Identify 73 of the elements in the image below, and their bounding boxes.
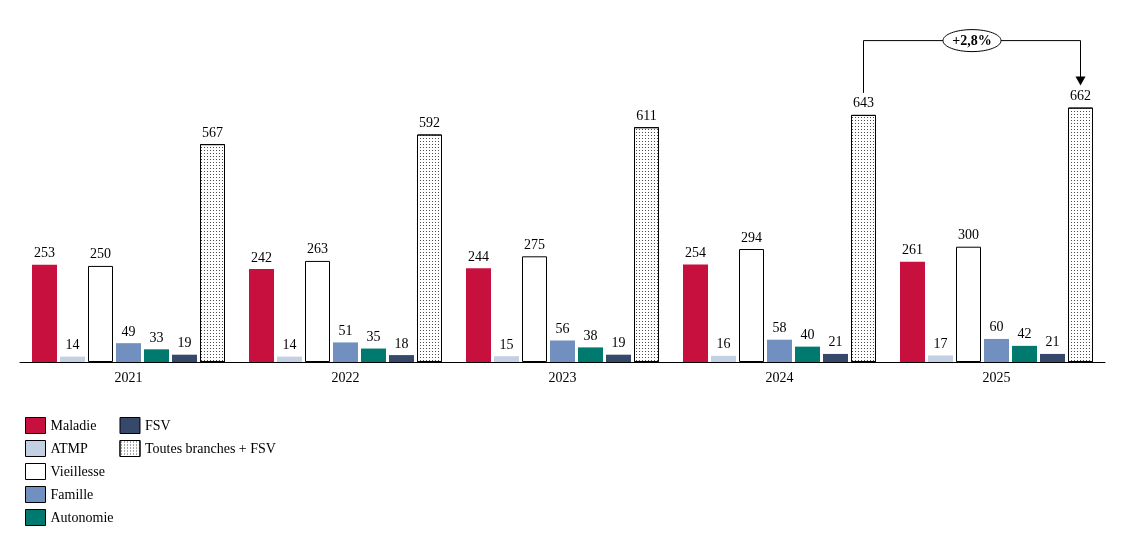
bar: [606, 354, 631, 362]
bar: [1012, 345, 1037, 362]
bar: [277, 356, 302, 362]
data-label: 35: [366, 329, 381, 345]
x-tick-label: 2021: [114, 369, 143, 385]
data-label: 58: [772, 320, 787, 336]
bar: [823, 353, 848, 362]
data-label: 592: [419, 115, 440, 130]
bar: [333, 342, 358, 362]
x-tick-label: 2024: [765, 369, 794, 385]
legend-label: Autonomie: [50, 510, 114, 525]
legend-label: Famille: [50, 487, 94, 502]
bar: [578, 347, 603, 362]
bar: [60, 356, 85, 362]
data-label: 263: [307, 241, 328, 257]
data-label: 643: [853, 95, 874, 111]
data-label: 21: [1045, 334, 1060, 350]
bar: [928, 355, 953, 362]
data-label: 242: [251, 249, 272, 265]
data-label: 56: [555, 320, 570, 336]
data-label: 19: [177, 335, 192, 351]
bar: [466, 268, 491, 362]
data-label: 40: [800, 327, 815, 343]
data-label: 18: [394, 335, 409, 351]
text: +2,8%: [952, 33, 992, 49]
data-label: 244: [468, 248, 489, 264]
bar: [172, 354, 197, 362]
bar: [1040, 353, 1065, 362]
bar: [249, 269, 274, 362]
data-label: 14: [282, 337, 297, 353]
data-label: 15: [499, 336, 514, 352]
legend-label: Toutes branches + FSV: [144, 441, 276, 456]
legend-label: FSV: [144, 418, 171, 433]
bar: [711, 355, 736, 362]
bar: [767, 339, 792, 362]
data-label: 16: [716, 336, 731, 352]
legend-label: ATMP: [50, 441, 89, 456]
data-label: 254: [685, 244, 706, 260]
data-label: 275: [524, 236, 545, 252]
bar: [683, 264, 708, 362]
data-label: 51: [338, 322, 353, 338]
data-label: 662: [1070, 88, 1091, 104]
data-label: 567: [202, 124, 223, 140]
bar: [389, 355, 414, 362]
bar: [984, 338, 1009, 362]
bar: [116, 343, 141, 362]
data-label: 261: [902, 242, 923, 258]
data-label: 294: [741, 229, 762, 245]
data-label: 300: [958, 227, 979, 243]
data-label: 33: [149, 329, 164, 345]
data-label: 19: [611, 335, 626, 351]
data-label: 14: [65, 337, 80, 353]
bar: [550, 340, 575, 362]
legend-label: Vieillesse: [50, 464, 105, 479]
bar: [795, 346, 820, 362]
data-label: 21: [828, 334, 843, 350]
bar: [900, 261, 925, 362]
x-tick-label: 2023: [548, 369, 577, 385]
bar: [144, 349, 169, 362]
bar: [32, 264, 57, 362]
data-label: 38: [583, 327, 598, 343]
x-tick-label: 2025: [982, 369, 1011, 385]
data-label: 60: [989, 319, 1004, 335]
x-tick-label: 2022: [331, 369, 360, 385]
legend-label: Maladie: [50, 418, 97, 433]
bar: [361, 348, 386, 362]
data-label: 49: [121, 323, 136, 339]
data-label: 253: [34, 245, 55, 261]
data-label: 250: [90, 246, 111, 262]
bar: [494, 356, 519, 362]
data-label: 17: [933, 335, 948, 351]
data-label: 42: [1017, 326, 1032, 342]
data-label: 611: [636, 107, 657, 123]
